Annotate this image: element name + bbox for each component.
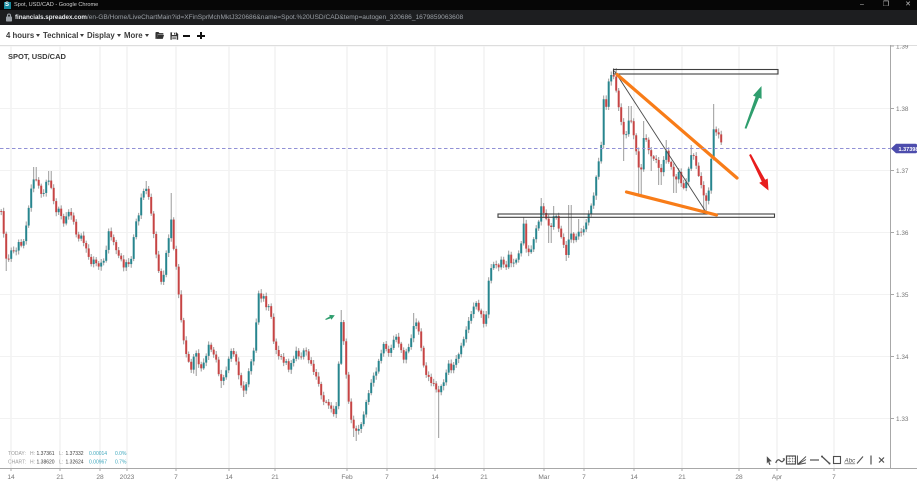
svg-text:CHART:: CHART:: [8, 460, 26, 466]
svg-text:7: 7: [385, 474, 389, 481]
svg-text:21: 21: [56, 474, 64, 481]
svg-text:H:: H:: [30, 451, 35, 457]
svg-text:1.37398: 1.37398: [899, 147, 917, 153]
svg-text:0.0%: 0.0%: [115, 451, 127, 457]
svg-text:TODAY:: TODAY:: [8, 451, 26, 457]
svg-text:1.33: 1.33: [896, 416, 909, 423]
svg-text:14: 14: [630, 474, 638, 481]
svg-text:14: 14: [7, 474, 15, 481]
svg-text:1.37: 1.37: [896, 168, 909, 175]
svg-text:Mar: Mar: [538, 474, 550, 481]
svg-text:0.00967: 0.00967: [89, 460, 107, 466]
svg-text:1.37361: 1.37361: [37, 451, 55, 457]
svg-text:1.32624: 1.32624: [66, 460, 84, 466]
svg-text:14: 14: [225, 474, 233, 481]
svg-text:0.00014: 0.00014: [89, 451, 107, 457]
svg-text:1.35: 1.35: [896, 292, 909, 299]
svg-text:Abc: Abc: [844, 458, 857, 465]
svg-text:Apr: Apr: [772, 474, 783, 481]
svg-text:1.36: 1.36: [896, 230, 909, 237]
svg-text:1.39: 1.39: [896, 45, 909, 50]
svg-text:SPOT, USD/CAD: SPOT, USD/CAD: [8, 52, 67, 61]
svg-text:28: 28: [735, 474, 743, 481]
svg-text:7: 7: [832, 474, 836, 481]
svg-text:0.7%: 0.7%: [115, 460, 127, 466]
svg-text:28: 28: [96, 474, 104, 481]
svg-text:21: 21: [678, 474, 686, 481]
svg-text:7: 7: [174, 474, 178, 481]
svg-text:L:: L:: [59, 451, 63, 457]
svg-text:L:: L:: [59, 460, 63, 466]
svg-text:21: 21: [480, 474, 488, 481]
svg-text:7: 7: [582, 474, 586, 481]
svg-text:1.34: 1.34: [896, 354, 909, 361]
svg-text:14: 14: [431, 474, 439, 481]
svg-text:1.37332: 1.37332: [66, 451, 84, 457]
svg-text:1.38620: 1.38620: [37, 460, 55, 466]
svg-text:2023: 2023: [120, 474, 135, 481]
svg-text:Feb: Feb: [341, 474, 353, 481]
svg-text:1.38: 1.38: [896, 106, 909, 113]
svg-text:21: 21: [271, 474, 279, 481]
svg-text:H:: H:: [30, 460, 35, 466]
